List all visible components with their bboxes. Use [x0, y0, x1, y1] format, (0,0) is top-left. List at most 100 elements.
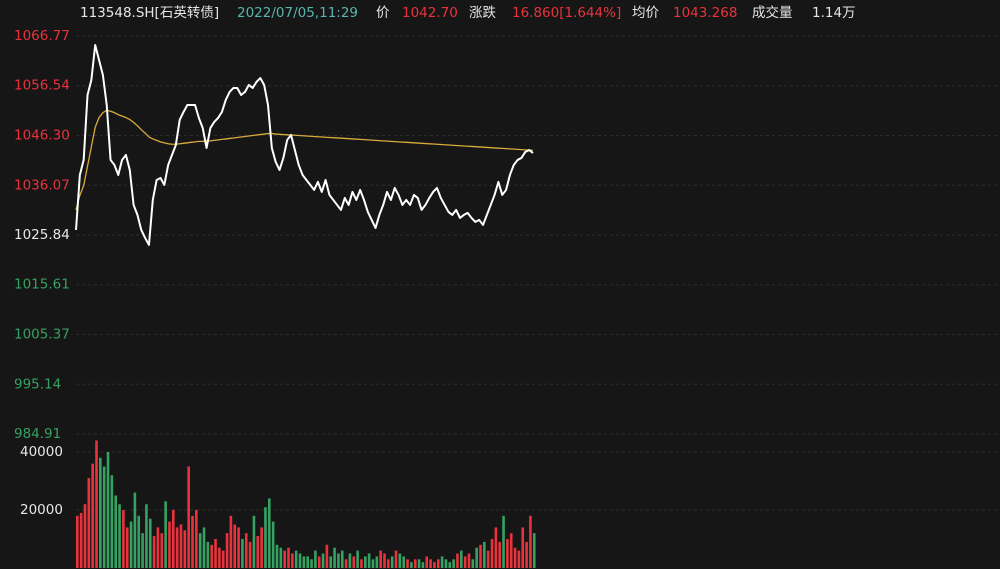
volume-bar	[133, 492, 137, 568]
volume-bar	[448, 562, 452, 568]
volume-bar	[490, 539, 494, 568]
y-tick-label: 984.91	[14, 426, 61, 442]
volume-bar	[141, 533, 144, 568]
avg-label: 均价	[632, 5, 660, 21]
volume-bar	[206, 541, 210, 568]
volume-bar	[502, 515, 505, 568]
volume-bar	[148, 518, 152, 568]
volume-bar	[252, 515, 256, 568]
volume-label: 成交量	[752, 4, 793, 21]
volume-bar	[517, 550, 521, 568]
volume-bar	[283, 550, 286, 568]
volume-bar	[356, 550, 359, 568]
volume-bar	[352, 556, 356, 568]
volume-bar	[387, 559, 390, 568]
y-tick-label: 1025.84	[14, 227, 70, 243]
volume-bar	[210, 544, 213, 568]
volume-bar	[191, 515, 194, 568]
price: 1042.70	[402, 5, 458, 21]
volume-bar	[383, 553, 386, 568]
volume-bar	[425, 556, 429, 568]
volume-bar	[160, 533, 164, 568]
volume: 1.14万	[812, 5, 856, 21]
volume-bar	[506, 539, 509, 568]
code: 113548.SH[石英转债]	[80, 4, 219, 21]
volume-bar	[513, 547, 517, 568]
volume-bar	[221, 550, 225, 568]
volume-bar	[314, 550, 317, 568]
average-line	[75, 109, 533, 211]
volume-bar	[237, 527, 240, 568]
volume-bar	[198, 533, 202, 568]
volume-bar	[110, 475, 114, 568]
volume-bar	[187, 466, 190, 568]
volume-bar	[429, 559, 432, 568]
volume-bar	[532, 533, 536, 568]
change: 16.860[1.644%]	[512, 5, 621, 21]
volume-bar	[509, 533, 513, 568]
volume-bar	[106, 452, 110, 568]
volume-bar	[321, 553, 325, 568]
volume-bar	[475, 547, 478, 568]
volume-bar	[260, 527, 263, 568]
y-tick-label: 1066.77	[14, 28, 70, 44]
volume-bar	[91, 463, 94, 568]
volume-bar	[287, 547, 290, 568]
volume-bar	[310, 559, 313, 568]
volume-bar	[83, 504, 87, 568]
volume-bar	[145, 504, 148, 568]
volume-bar	[256, 536, 260, 568]
y2-tick-label: 20000	[20, 502, 63, 518]
volume-bar	[329, 556, 333, 568]
volume-bar	[444, 559, 448, 568]
volume-bar	[436, 559, 440, 568]
volume-bar	[79, 512, 83, 568]
volume-bar	[456, 553, 459, 568]
price-label: 价	[376, 5, 390, 21]
volume-bar	[87, 478, 91, 568]
volume-bar	[225, 533, 229, 568]
volume-bar	[129, 521, 133, 568]
volume-bar	[244, 533, 248, 568]
volume-bar	[421, 562, 425, 568]
volume-bar	[340, 550, 344, 568]
volume-bar	[379, 550, 382, 568]
volume-bar	[337, 553, 340, 568]
volume-bar	[156, 527, 160, 568]
volume-bar	[463, 556, 467, 568]
volume-bar	[364, 556, 367, 568]
volume-bar	[471, 559, 475, 568]
y-tick-label: 1046.30	[14, 128, 70, 144]
volume-bar	[214, 539, 217, 568]
price-line	[75, 43, 534, 246]
volume-bar	[271, 521, 275, 568]
avg: 1043.268	[673, 5, 737, 21]
volume-bar	[183, 530, 187, 568]
volume-bar	[413, 559, 417, 568]
volume-bar	[460, 550, 463, 568]
volume-bar	[195, 510, 198, 568]
volume-bar	[268, 498, 271, 568]
volume-bar	[137, 515, 141, 568]
change-label: 涨跌	[469, 5, 496, 21]
volume-bar	[317, 556, 321, 568]
volume-bar	[248, 541, 252, 568]
volume-bar	[175, 527, 179, 568]
volume-bar	[179, 524, 183, 568]
volume-bar	[279, 547, 283, 568]
volume-bar	[498, 541, 501, 568]
volume-bar	[168, 521, 171, 568]
y-tick-label: 1036.07	[14, 177, 70, 193]
volume-bar	[291, 553, 294, 568]
volume-bar	[375, 556, 379, 568]
volume-bar	[118, 504, 121, 568]
volume-bar	[164, 501, 167, 568]
volume-bar	[95, 440, 98, 568]
volume-bar	[76, 515, 79, 568]
volume-bar	[241, 539, 244, 568]
volume-bar	[367, 553, 371, 568]
volume-bar	[483, 541, 486, 568]
volume-bar	[218, 547, 221, 568]
volume-bar	[122, 510, 125, 568]
